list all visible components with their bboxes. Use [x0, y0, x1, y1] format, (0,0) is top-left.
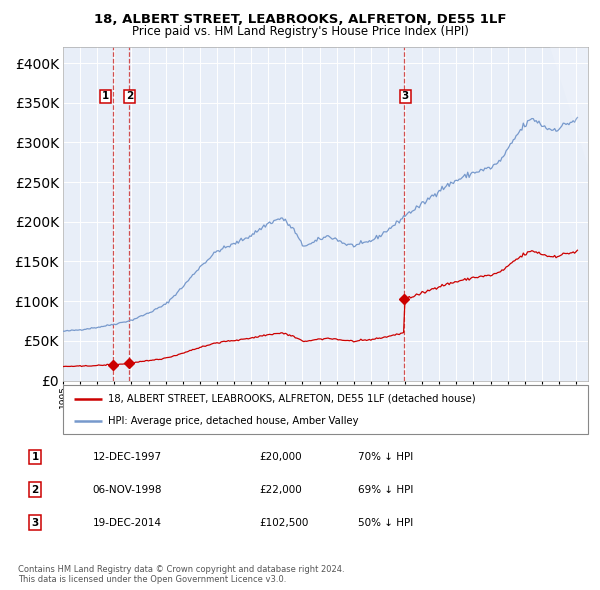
Text: 1: 1 — [31, 452, 38, 462]
Text: 19-DEC-2014: 19-DEC-2014 — [92, 517, 161, 527]
Text: 18, ALBERT STREET, LEABROOKS, ALFRETON, DE55 1LF: 18, ALBERT STREET, LEABROOKS, ALFRETON, … — [94, 13, 506, 26]
Text: 18, ALBERT STREET, LEABROOKS, ALFRETON, DE55 1LF (detached house): 18, ALBERT STREET, LEABROOKS, ALFRETON, … — [107, 394, 475, 404]
Text: 2: 2 — [31, 485, 38, 495]
Polygon shape — [550, 47, 588, 166]
Text: 70% ↓ HPI: 70% ↓ HPI — [358, 452, 413, 462]
Text: 12-DEC-1997: 12-DEC-1997 — [92, 452, 162, 462]
Text: Price paid vs. HM Land Registry's House Price Index (HPI): Price paid vs. HM Land Registry's House … — [131, 25, 469, 38]
Text: 50% ↓ HPI: 50% ↓ HPI — [358, 517, 413, 527]
FancyBboxPatch shape — [63, 385, 588, 434]
Text: £22,000: £22,000 — [260, 485, 302, 495]
Text: £102,500: £102,500 — [260, 517, 309, 527]
Text: 06-NOV-1998: 06-NOV-1998 — [92, 485, 162, 495]
Text: HPI: Average price, detached house, Amber Valley: HPI: Average price, detached house, Ambe… — [107, 416, 358, 426]
Text: £20,000: £20,000 — [260, 452, 302, 462]
Text: 3: 3 — [31, 517, 38, 527]
Text: Contains HM Land Registry data © Crown copyright and database right 2024.
This d: Contains HM Land Registry data © Crown c… — [18, 565, 344, 585]
Text: 3: 3 — [401, 91, 409, 101]
Text: 2: 2 — [126, 91, 133, 101]
Text: 69% ↓ HPI: 69% ↓ HPI — [358, 485, 413, 495]
Text: 1: 1 — [102, 91, 109, 101]
